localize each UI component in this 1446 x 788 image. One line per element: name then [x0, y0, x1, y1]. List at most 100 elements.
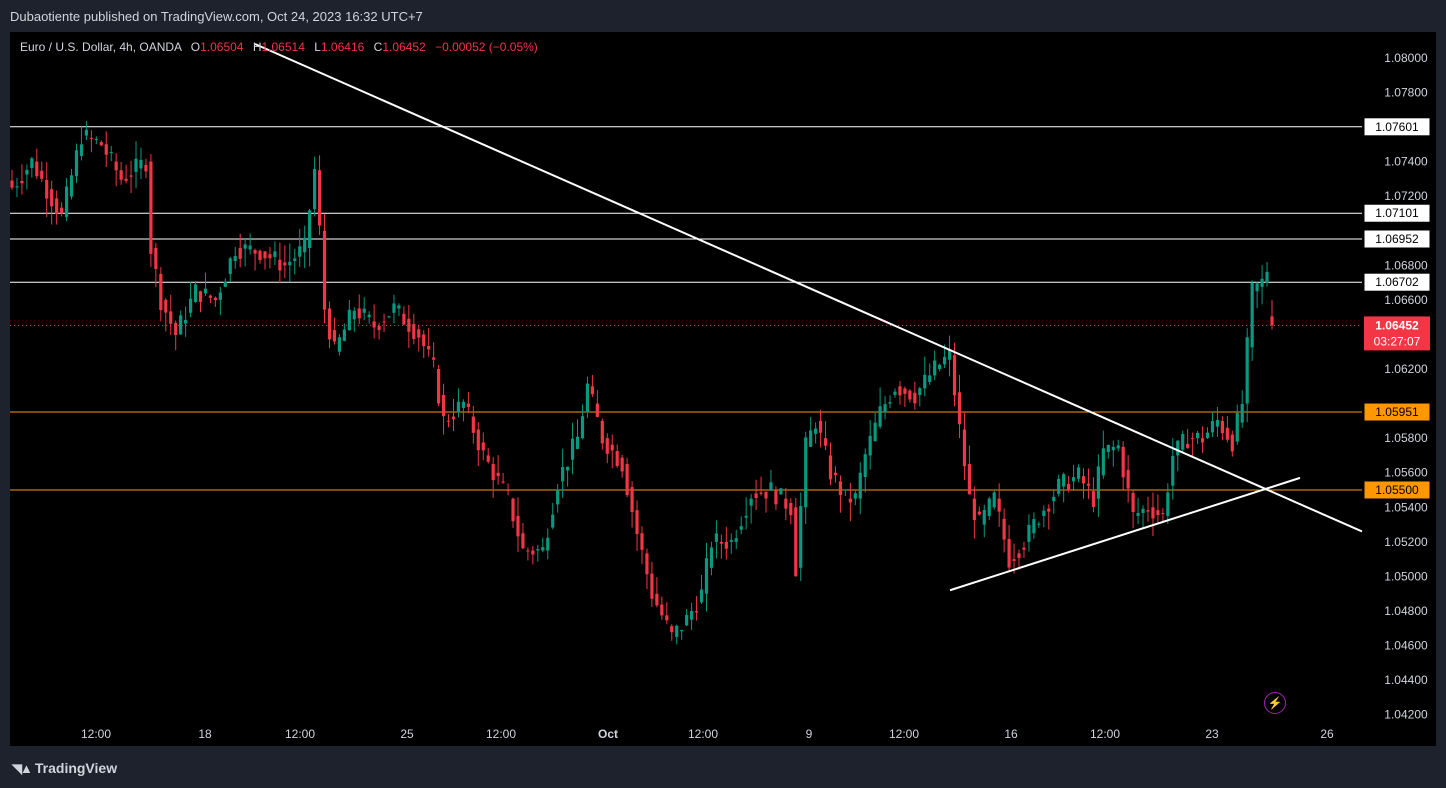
candle-body — [888, 402, 892, 404]
candle-body — [779, 488, 783, 495]
open-value: 1.06504 — [200, 40, 244, 54]
tradingview-logo-icon: ◥▲ — [12, 761, 33, 776]
candle-body — [446, 420, 451, 422]
candle-body — [357, 308, 361, 319]
candle-body — [387, 316, 391, 318]
horizontal-levels — [10, 126, 1362, 491]
candle-body — [109, 152, 113, 154]
open-label: O — [190, 40, 201, 54]
candle-body — [734, 538, 738, 542]
candle-body — [1265, 271, 1269, 283]
low-value: 1.06416 — [320, 40, 365, 54]
candle-body — [451, 416, 456, 420]
candle-body — [754, 493, 758, 498]
symbol-legend: Euro / U.S. Dollar, 4h, OANDA O1.06504 H… — [20, 40, 538, 54]
candle-body — [1255, 283, 1259, 292]
candle-body — [437, 368, 441, 404]
candle-body — [1220, 420, 1224, 434]
candle-body — [600, 420, 604, 444]
candle-body — [154, 247, 158, 269]
level-label-box — [1363, 117, 1431, 137]
candle-body — [372, 321, 376, 328]
candle-body — [1225, 427, 1229, 440]
lightning-icon[interactable]: ⚡ — [1264, 692, 1286, 714]
candle-body — [511, 498, 515, 522]
candle-body — [332, 330, 337, 342]
candle-body — [977, 511, 981, 515]
y-tick-label: 1.05800 — [1384, 431, 1428, 445]
candle-body — [739, 526, 743, 530]
candle-body — [893, 391, 897, 395]
candle-body — [923, 374, 927, 389]
candle-body — [774, 489, 778, 505]
candle-body — [878, 406, 882, 427]
candle-body — [422, 334, 426, 347]
candle-body — [243, 244, 247, 249]
candle-body — [1081, 476, 1086, 484]
candle-body — [1071, 477, 1076, 482]
candle-body — [35, 161, 39, 177]
candle-body — [69, 175, 74, 197]
candle-body — [1106, 444, 1110, 452]
candle-body — [119, 170, 123, 180]
candle-body — [942, 356, 947, 365]
chart-area[interactable]: 1.08000 1.07800 1.07400 1.07200 1.06800 1.066… — [10, 32, 1436, 746]
candle-body — [1086, 483, 1091, 486]
candle-body — [675, 625, 679, 637]
symbol-name: Euro / U.S. Dollar, 4h, OANDA — [20, 40, 182, 54]
candle-body — [1181, 434, 1185, 450]
candle-body — [74, 150, 79, 177]
candle-body — [263, 251, 267, 259]
candle-body — [258, 250, 262, 261]
candle-body — [124, 178, 128, 181]
candle-body — [1022, 547, 1026, 550]
candle-body — [570, 438, 575, 460]
price-chart[interactable]: 1.08000 1.07800 1.07400 1.07200 1.06800 1.066… — [10, 32, 1436, 746]
candle-body — [590, 386, 594, 395]
candle-body — [50, 189, 54, 207]
candle-body — [685, 614, 689, 626]
candle-body — [580, 416, 585, 439]
candle-body — [278, 259, 282, 271]
tradingview-logo[interactable]: ◥▲ TradingView — [12, 760, 117, 777]
y-tick-label: 1.07200 — [1384, 189, 1428, 203]
candle-body — [1116, 445, 1120, 449]
candle-body — [997, 498, 1001, 512]
candle-body — [1027, 524, 1031, 542]
candle-body — [1166, 492, 1170, 516]
candle-body — [198, 291, 203, 303]
candle-body — [903, 388, 907, 394]
y-tick-label: 1.05000 — [1384, 569, 1428, 583]
price-labels: 1.07601 1.07101 1.06952 1.06702 1.05951 1.055… — [1363, 117, 1431, 500]
time-axis: 12:00 18 12:00 25 12:00 Oct 12:00 9 12:00 16 12:00… — [81, 727, 1334, 741]
candle-body — [288, 261, 292, 266]
candle-body — [491, 464, 495, 481]
candle-body — [203, 288, 208, 294]
candle-body — [873, 422, 877, 442]
candle-body — [188, 298, 193, 313]
candle-body — [25, 169, 29, 175]
candle-body — [784, 498, 788, 509]
candle-body — [704, 558, 709, 594]
x-tick-label: 12:00 — [889, 727, 919, 741]
change-value: −0.00052 (−0.05%) — [435, 40, 538, 54]
y-tick-label: 1.04600 — [1384, 639, 1428, 653]
candle-body — [843, 489, 847, 491]
candle-body — [506, 489, 510, 491]
candle-body — [298, 246, 302, 257]
candle-body — [536, 549, 540, 551]
candle-body — [1171, 456, 1175, 486]
candle-body — [45, 179, 49, 199]
candle-body — [565, 466, 570, 471]
candle-body — [223, 281, 227, 287]
candle-body — [377, 325, 381, 331]
candle-body — [804, 437, 808, 508]
candle-body — [1067, 483, 1071, 491]
candle-body — [79, 144, 84, 156]
candle-body — [595, 403, 599, 418]
y-tick-label: 1.05600 — [1384, 466, 1428, 480]
candle-body — [1007, 538, 1011, 568]
candle-body — [972, 498, 976, 520]
candle-body — [694, 610, 699, 613]
price-axis: 1.08000 1.07800 1.07400 1.07200 1.06800 1.066… — [1384, 51, 1428, 722]
